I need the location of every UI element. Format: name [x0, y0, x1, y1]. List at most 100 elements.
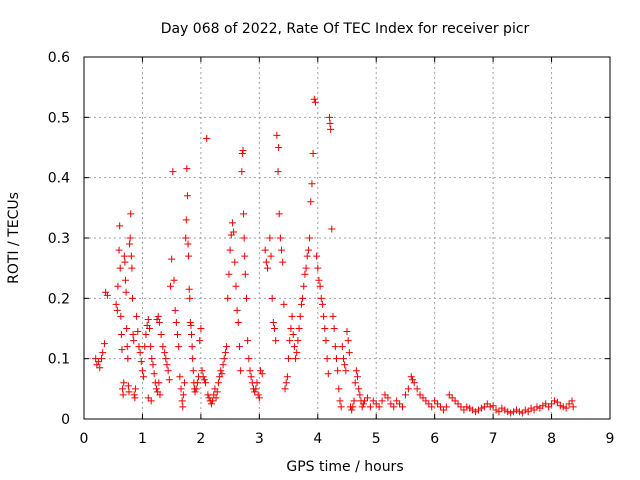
data-point	[232, 282, 240, 290]
data-point	[328, 225, 336, 233]
x-axis-label: GPS time / hours	[286, 459, 403, 475]
data-point	[120, 252, 128, 260]
data-point	[322, 337, 330, 345]
y-tick-label: 0.6	[48, 50, 70, 66]
data-point	[332, 355, 340, 363]
data-point	[445, 391, 453, 399]
data-point	[240, 210, 248, 218]
data-point	[372, 400, 380, 408]
data-point	[451, 397, 459, 405]
data-point	[310, 95, 318, 103]
data-point	[100, 340, 108, 348]
data-point	[401, 391, 409, 399]
data-point	[384, 394, 392, 402]
data-point	[261, 246, 269, 254]
data-point	[533, 403, 541, 411]
data-point	[116, 264, 124, 272]
data-point	[191, 388, 199, 396]
data-point	[278, 246, 286, 254]
data-point	[344, 337, 352, 345]
data-point	[271, 325, 279, 332]
data-point	[258, 370, 266, 378]
y-tick-label: 0	[61, 412, 70, 428]
data-point	[281, 385, 289, 393]
data-point	[345, 349, 353, 357]
data-point	[138, 367, 146, 375]
data-point	[200, 376, 208, 384]
data-point	[219, 361, 227, 369]
data-point	[518, 409, 526, 417]
data-point	[288, 312, 296, 320]
data-point	[116, 222, 124, 230]
data-point	[311, 98, 319, 106]
data-point	[428, 403, 436, 411]
data-point	[565, 400, 573, 408]
data-point	[334, 367, 342, 375]
data-point	[304, 246, 312, 254]
data-point	[163, 361, 171, 369]
data-point	[255, 394, 263, 402]
data-point	[299, 294, 307, 302]
x-tick-label: 8	[547, 431, 556, 447]
data-point	[330, 325, 338, 332]
data-point	[197, 325, 205, 332]
data-point	[199, 373, 207, 381]
data-point	[133, 312, 141, 320]
data-point	[176, 373, 184, 381]
data-point	[155, 318, 163, 326]
x-tick-label: 9	[606, 431, 615, 447]
data-point	[545, 403, 553, 411]
x-axis-ticks: 0 1 2 3 4 5 6 7 8 9	[80, 57, 615, 447]
y-axis-label: ROTI / TECUs	[6, 192, 22, 284]
data-point	[205, 394, 213, 402]
data-point	[539, 402, 547, 410]
data-point	[407, 373, 415, 381]
data-point	[274, 168, 282, 176]
data-point	[223, 343, 231, 351]
data-point	[213, 388, 221, 396]
data-point	[196, 337, 204, 345]
x-tick-label: 7	[489, 431, 498, 447]
data-point	[117, 312, 125, 320]
data-point	[202, 379, 210, 387]
data-point	[275, 144, 283, 151]
data-point	[399, 403, 407, 411]
x-tick-label: 5	[372, 431, 381, 447]
data-point	[136, 349, 144, 357]
data-point	[171, 306, 179, 314]
data-point	[460, 406, 468, 414]
data-point	[279, 258, 287, 266]
data-point	[302, 264, 310, 272]
data-point	[233, 306, 241, 314]
data-point	[127, 252, 135, 260]
data-point	[162, 355, 170, 363]
data-point	[480, 403, 488, 411]
data-point	[117, 331, 125, 339]
data-point	[129, 331, 137, 339]
data-point	[130, 337, 138, 345]
data-point	[134, 328, 142, 336]
data-point	[186, 294, 194, 302]
data-point	[524, 408, 532, 416]
data-point	[113, 306, 121, 314]
data-point	[240, 234, 248, 242]
data-point	[296, 312, 304, 320]
data-point	[315, 276, 323, 284]
data-point	[165, 376, 173, 384]
data-point	[434, 400, 442, 408]
data-point	[276, 234, 284, 242]
data-point	[381, 391, 389, 399]
data-point	[225, 270, 233, 278]
data-point	[241, 252, 249, 260]
data-point	[542, 400, 550, 408]
data-point	[257, 367, 265, 375]
data-point	[126, 234, 134, 242]
data-point	[323, 355, 331, 363]
data-point	[366, 403, 374, 411]
data-point	[95, 358, 103, 366]
data-point	[182, 216, 190, 224]
data-point	[125, 388, 133, 396]
data-point	[155, 379, 163, 387]
